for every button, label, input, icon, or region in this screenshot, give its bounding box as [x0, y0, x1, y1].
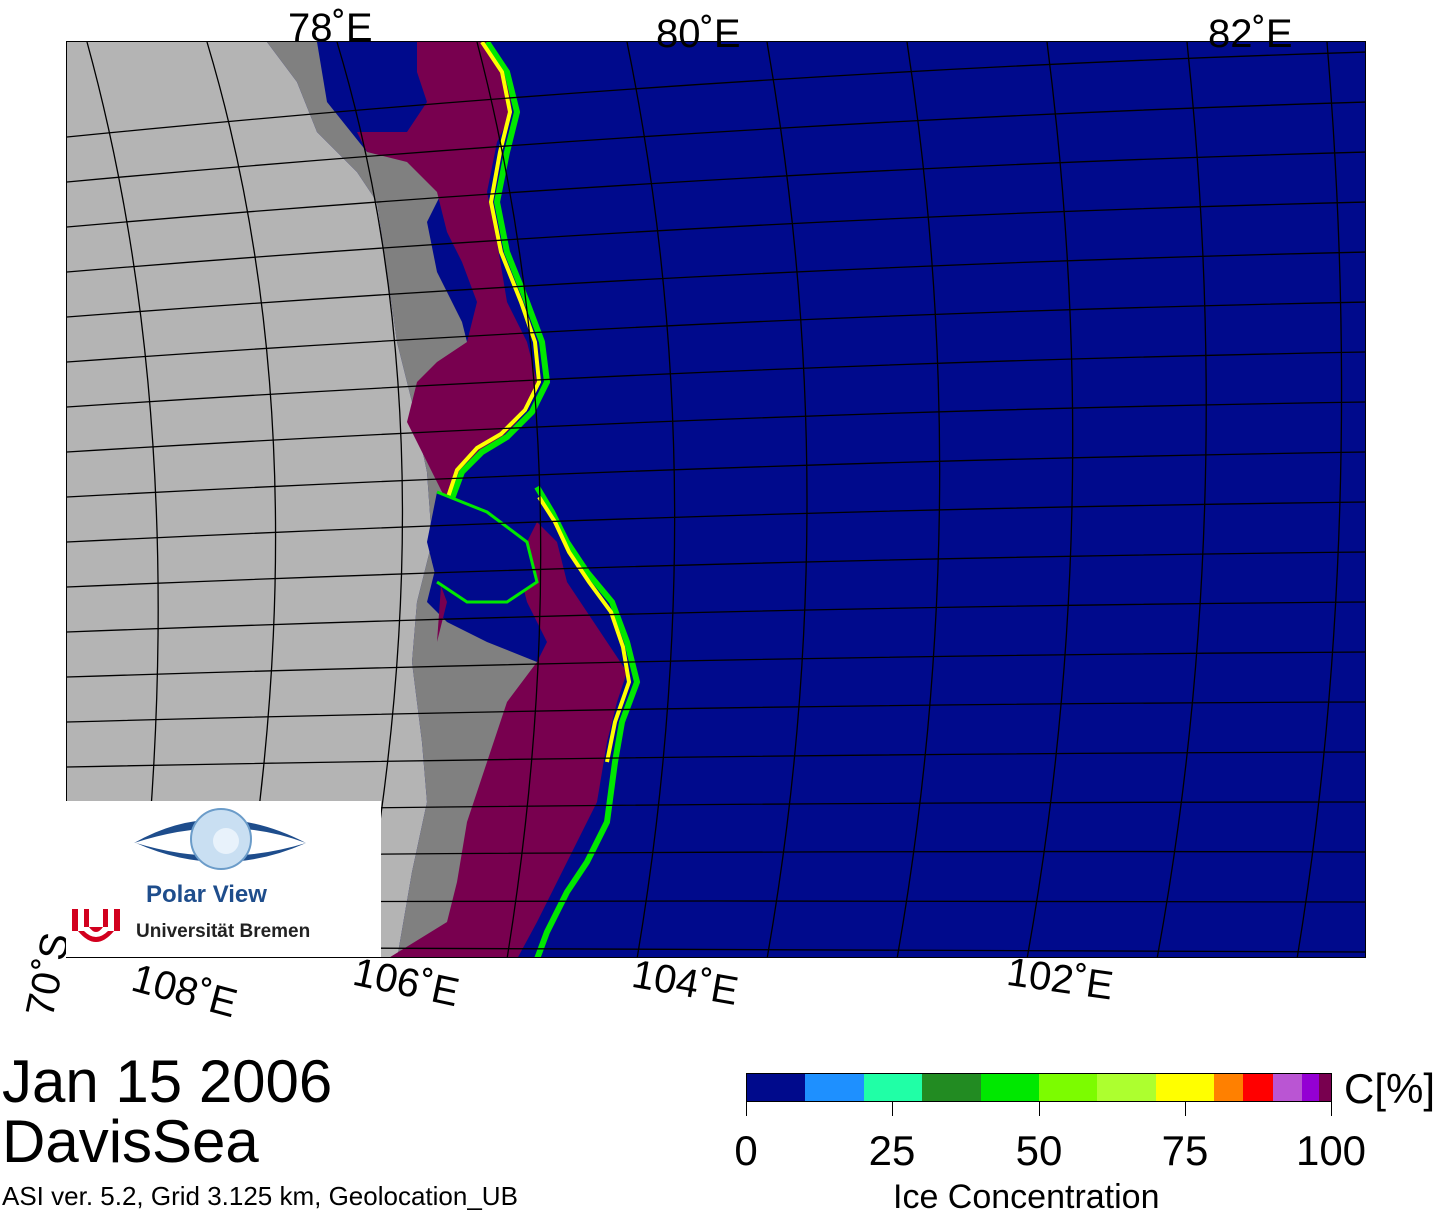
sea-ice-lower	[390, 522, 627, 957]
colorbar-tick-label-50: 50	[1015, 1127, 1063, 1174]
lon-label-106E: 106˚E	[349, 950, 463, 1016]
sea-ice-fringe-lower-yellow	[537, 495, 632, 763]
colorbar-title: Ice Concentration	[893, 1178, 1160, 1216]
colorbar-segment	[922, 1074, 981, 1101]
polar-view-logo: Polar View Universität Bremen	[66, 801, 381, 957]
sea-ice-upper	[357, 42, 537, 642]
colorbar-tick	[1185, 1102, 1186, 1116]
colorbar-tick	[746, 1102, 747, 1116]
map-canvas	[67, 42, 1365, 957]
colorbar-segment	[1301, 1074, 1320, 1101]
lon-label-80E: 80˚E	[656, 12, 741, 56]
colorbar-segment	[1243, 1074, 1273, 1101]
colorbar-unit: C[%]	[1344, 1065, 1436, 1112]
colorbar-segment	[1097, 1074, 1156, 1101]
lon-label-82E: 82˚E	[1208, 12, 1293, 56]
lon-label-102E: 102˚E	[1004, 950, 1116, 1009]
lon-label-108E: 108˚E	[127, 956, 242, 1027]
ice-shelf	[267, 42, 547, 957]
sea-ice-fringe-lower	[534, 485, 641, 957]
colorbar-segment	[1272, 1074, 1302, 1101]
logo-polar-view-text: Polar View	[146, 881, 267, 908]
colorbar-tick	[892, 1102, 893, 1116]
sea-ice-fringe-upper-yellow	[431, 42, 542, 553]
colorbar-segment	[1038, 1074, 1098, 1101]
colorbar-segment	[980, 1074, 1039, 1101]
colorbar-segment	[1155, 1074, 1215, 1101]
colorbar-tick-label-75: 75	[1161, 1127, 1209, 1174]
ice-concentration-colorbar	[746, 1073, 1332, 1102]
colorbar-tick	[1331, 1102, 1332, 1116]
colorbar-segment	[747, 1074, 806, 1101]
polynya-edge	[436, 490, 539, 604]
logo-university-text: Universität Bremen	[136, 921, 311, 942]
colorbar-tick-label-0: 0	[734, 1127, 758, 1174]
antarctic-land	[67, 42, 432, 957]
colorbar-tick	[1039, 1102, 1040, 1116]
colorbar-segment	[805, 1074, 864, 1101]
colorbar-segment	[1214, 1074, 1244, 1101]
colorbar-tick-label-100: 100	[1295, 1127, 1367, 1174]
lon-label-104E: 104˚E	[628, 952, 742, 1014]
colorbar-tick-label-25: 25	[868, 1127, 916, 1174]
coastal-polynya	[427, 492, 537, 602]
sea-ice-fringe-upper	[433, 42, 551, 588]
map-info: ASI ver. 5.2, Grid 3.125 km, Geolocation…	[2, 1181, 518, 1211]
colorbar-segment	[1319, 1074, 1331, 1101]
eye-icon	[72, 808, 306, 942]
lon-label-78E: 78˚E	[288, 6, 373, 50]
colorbar-segment	[863, 1074, 923, 1101]
map-date: Jan 15 2006	[2, 1048, 333, 1115]
map-region: DavisSea	[2, 1108, 259, 1175]
